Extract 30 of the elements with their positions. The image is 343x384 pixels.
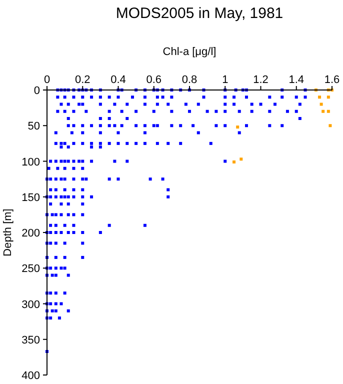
x-tick-label: 0.4 [110,74,126,86]
point [326,96,330,99]
x-axis-title: Chl-a [μg/l] [162,46,216,58]
x-tick-label: 1.6 [324,74,340,86]
point [232,160,236,164]
y-tick-label: 400 [22,370,40,382]
point [240,158,243,161]
point [326,110,330,113]
x-tick-label: 0.6 [146,74,162,86]
point [236,126,240,129]
y-tick-label: 350 [22,334,40,346]
x-tick-label: 0 [44,74,50,86]
y-tick-label: 300 [22,298,40,311]
y-tick-label: 0 [34,85,40,97]
y-axis-title: Depth [m] [2,208,14,256]
chart-title: MODS2005 in May, 1981 [116,5,284,22]
x-tick-label: 1.4 [288,74,304,86]
point [322,110,325,113]
y-tick-label: 50 [28,120,40,133]
y-tick-label: 200 [22,228,40,240]
x-tick-label: 1.2 [253,74,268,86]
x-tick-label: 1 [222,74,228,86]
x-tick-label: 0.2 [74,74,90,86]
point [320,102,323,106]
y-tick-label: 100 [22,156,40,168]
y-tick-label: 150 [22,192,40,204]
point [328,124,332,128]
point [318,96,322,99]
x-tick-label: 0.8 [182,74,198,86]
y-tick-label: 250 [22,263,40,276]
